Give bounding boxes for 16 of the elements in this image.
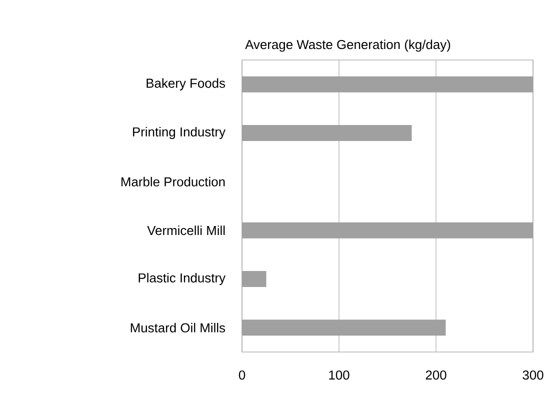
y-tick-label: Bakery Foods [146,78,226,90]
x-tick-label: 300 [522,370,544,380]
x-tick-label: 0 [238,370,246,380]
bar [242,125,412,142]
x-tick-label: 100 [329,370,350,380]
y-tick-label: Marble Production [121,176,225,186]
y-tick-label: Printing Industry [133,126,226,140]
y-tick-label: Vermicelli Mill [147,226,225,236]
bar [242,222,534,238]
bar [242,320,446,336]
y-tick-label: Mustard Oil Mills [130,322,226,332]
y-tick-label: Plastic Industry [138,272,226,286]
bar [242,76,534,92]
chart-title: Average Waste Generation (kg/day) [245,40,450,52]
bar [242,271,266,288]
x-tick-label: 200 [426,370,446,380]
